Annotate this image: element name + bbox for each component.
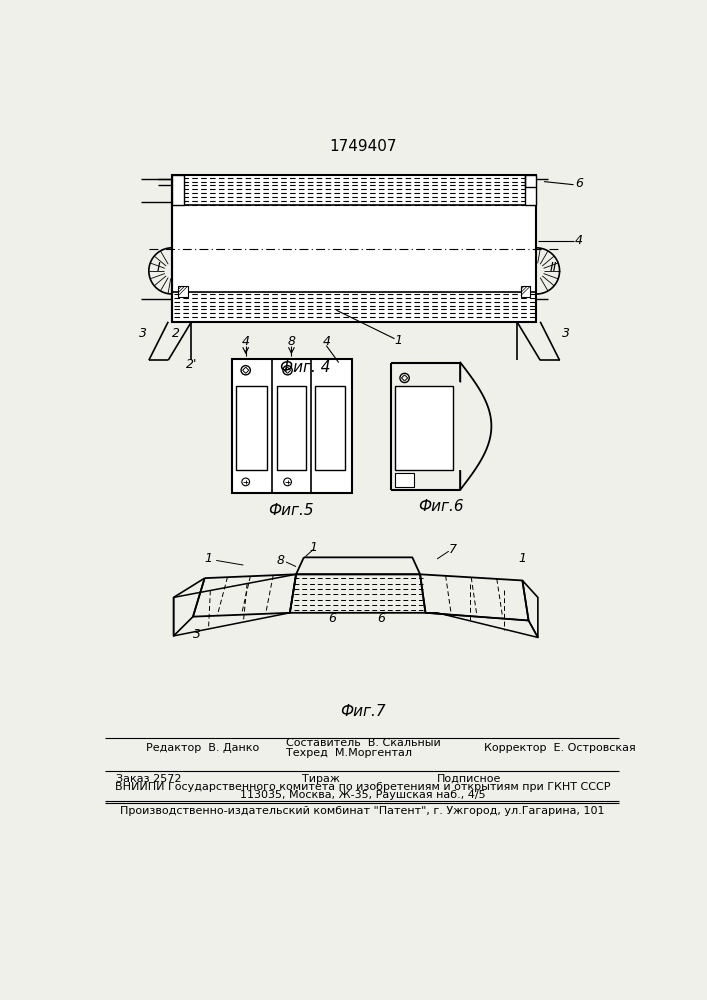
Bar: [178, 286, 187, 297]
Text: 3: 3: [193, 628, 201, 641]
Text: 4: 4: [322, 335, 330, 348]
Bar: [236, 386, 267, 470]
Bar: [395, 386, 452, 470]
Text: 8: 8: [276, 554, 285, 567]
Text: Производственно-издательский комбинат "Патент", г. Ужгород, ул.Гагарина, 101: Производственно-издательский комбинат "П…: [120, 806, 605, 816]
Text: 1: 1: [204, 552, 213, 565]
Text: 1: 1: [395, 334, 402, 347]
Bar: [525, 175, 537, 205]
Text: 113035, Москва, Ж-35, Раушская наб., 4/5: 113035, Москва, Ж-35, Раушская наб., 4/5: [240, 790, 486, 800]
Text: 6: 6: [329, 612, 337, 625]
Text: Корректор  Е. Островская: Корректор Е. Островская: [484, 743, 636, 753]
Text: I: I: [156, 261, 160, 274]
Bar: [232, 359, 352, 493]
Text: Фиг.7: Фиг.7: [340, 704, 385, 719]
Text: ВНИИПИ Государственного комитета по изобретениям и открытиям при ГКНТ СССР: ВНИИПИ Государственного комитета по изоб…: [115, 782, 610, 792]
Text: Фиг.6: Фиг.6: [418, 499, 464, 514]
Text: II: II: [549, 261, 557, 274]
Text: Редактор  В. Данко: Редактор В. Данко: [146, 743, 259, 753]
Text: Техред  М.Моргентал: Техред М.Моргентал: [286, 748, 412, 758]
Text: 7: 7: [449, 543, 457, 556]
Text: 8: 8: [288, 335, 296, 348]
Text: 1749407: 1749407: [329, 139, 397, 154]
Bar: [521, 286, 530, 297]
Text: 2: 2: [172, 327, 180, 340]
Bar: [315, 386, 345, 470]
Text: 4: 4: [242, 335, 250, 348]
Text: 4: 4: [575, 234, 583, 247]
Bar: [276, 386, 306, 470]
Text: 6: 6: [575, 177, 583, 190]
Text: 1: 1: [309, 541, 317, 554]
Bar: [172, 175, 537, 322]
Text: 3: 3: [562, 327, 570, 340]
Text: Тираж: Тираж: [301, 774, 339, 784]
Text: 1: 1: [518, 552, 527, 565]
Text: 6: 6: [378, 612, 385, 625]
Bar: [172, 175, 184, 205]
Bar: [395, 473, 414, 487]
Text: 3: 3: [139, 327, 146, 340]
Text: Составитель  В. Скальный: Составитель В. Скальный: [286, 738, 440, 748]
Text: Фиг.5: Фиг.5: [269, 503, 314, 518]
Text: Подписное: Подписное: [437, 774, 501, 784]
Text: Фиг. 4: Фиг. 4: [280, 360, 331, 375]
Text: 2': 2': [186, 358, 197, 371]
Text: Заказ 2572: Заказ 2572: [115, 774, 181, 784]
